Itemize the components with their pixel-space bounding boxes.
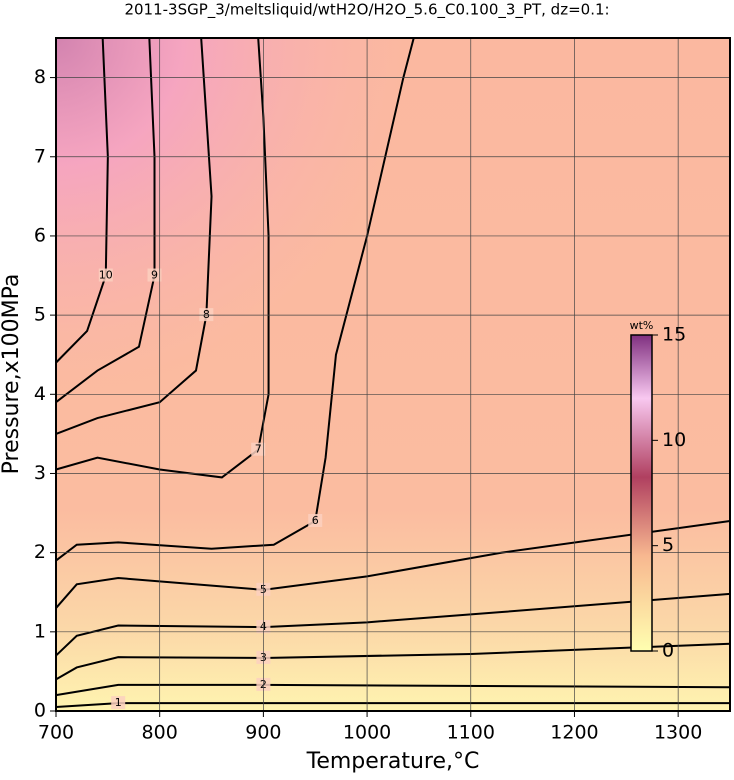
x-tick-label: 1100 [447, 722, 495, 744]
y-axis-label: Pressure,x100MPa [0, 274, 24, 475]
y-tick-label: 4 [34, 383, 46, 405]
x-tick-label: 900 [245, 722, 281, 744]
contour-label: 7 [255, 443, 262, 456]
colorbar-label: wt% [630, 319, 654, 332]
colorbar [630, 334, 653, 652]
contour-label-bg [147, 268, 162, 282]
contour-label-bg [111, 696, 126, 710]
x-tick-label: 1200 [550, 722, 598, 744]
x-tick-label: 800 [142, 722, 178, 744]
contour-label-bg [98, 268, 113, 282]
contour-label-bg [308, 513, 323, 527]
y-tick-label: 3 [34, 462, 46, 484]
contour-label: 9 [151, 269, 158, 282]
colorbar-tick-label: 0 [662, 640, 674, 662]
contour-label: 1 [115, 696, 122, 709]
chart-title: 2011-3SGP_3/meltsliquid/wtH2O/H2O_5.6_C0… [124, 1, 609, 20]
contour-line [55, 37, 213, 435]
y-tick-label: 6 [34, 224, 46, 246]
contour-label-bg [251, 442, 266, 456]
contour-line [55, 37, 156, 404]
y-tick-label: 0 [34, 700, 46, 722]
y-tick-label: 1 [34, 620, 46, 642]
contour-label: 10 [99, 269, 113, 282]
y-tick-label: 7 [34, 145, 46, 167]
plot-shading [56, 38, 730, 711]
plot-frame [55, 37, 731, 712]
contour-label-bg [199, 308, 214, 322]
contour-label: 6 [312, 514, 319, 527]
contour-label: 8 [203, 308, 210, 321]
colorbar-tick-label: 5 [662, 534, 674, 556]
x-tick-label: 1000 [343, 722, 391, 744]
x-tick-label: 1300 [654, 722, 702, 744]
colorbar-tick-label: 10 [662, 429, 686, 451]
x-axis-label: Temperature,°C [306, 749, 480, 774]
contour-line [55, 683, 731, 697]
y-tick-label: 5 [34, 304, 46, 326]
colorbar-tick-label: 15 [662, 324, 686, 346]
x-tick-label: 700 [38, 722, 74, 744]
y-tick-label: 2 [34, 541, 46, 563]
contour-line [55, 642, 731, 681]
y-tick-label: 8 [34, 66, 46, 88]
